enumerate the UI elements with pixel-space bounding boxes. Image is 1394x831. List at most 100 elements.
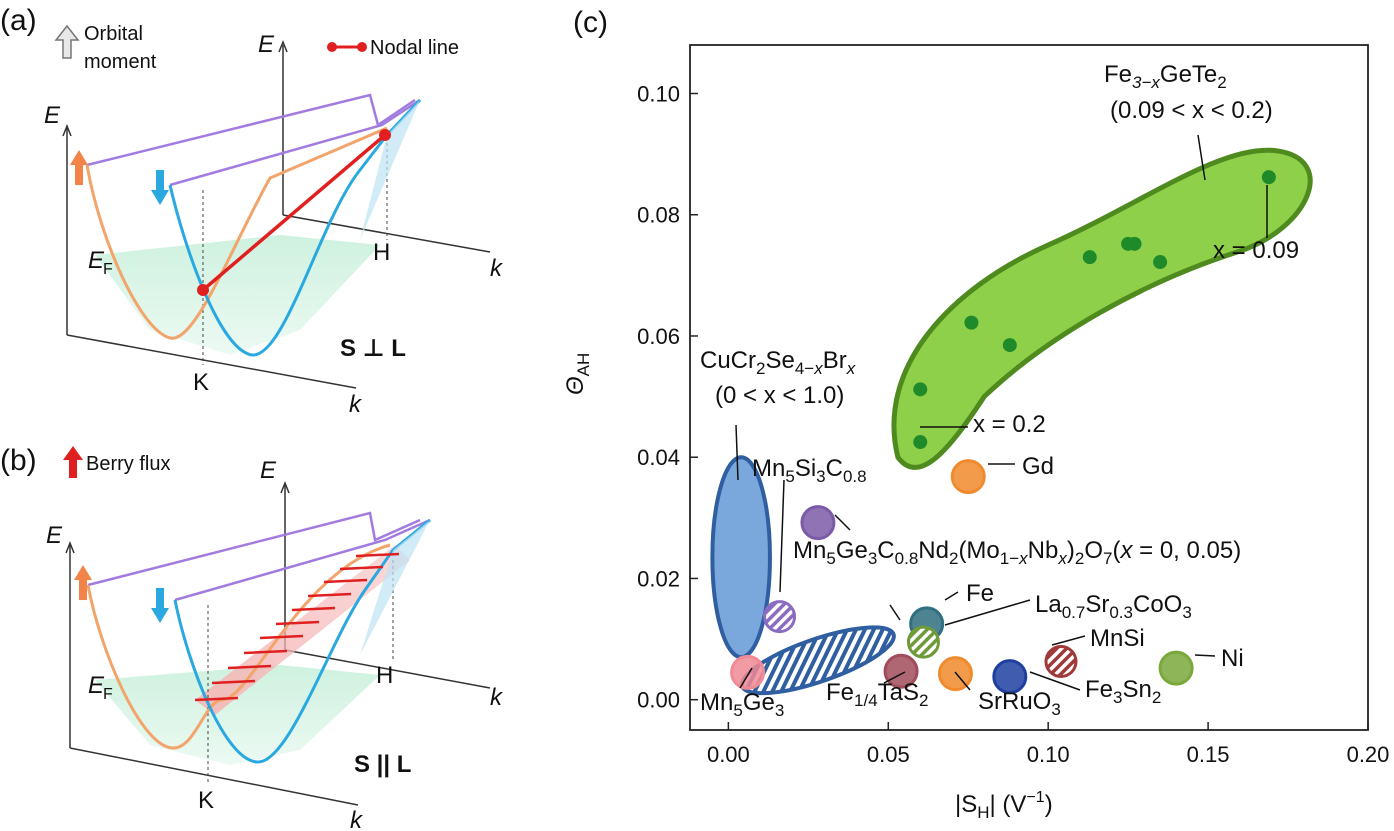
leader-line: [1194, 654, 1216, 657]
label-fegete: Fe3−xGeTe2: [1104, 61, 1227, 92]
y-tick-label: 0.08: [637, 203, 680, 228]
material-ring-Mn5Ge3: [730, 654, 766, 690]
material-Ni: [1160, 652, 1193, 685]
ef-sub-b: F: [103, 686, 113, 703]
region-fe3gete2: [891, 147, 1313, 470]
fermi-sea-b: [95, 665, 380, 765]
orange-band-a: [85, 126, 388, 340]
h-label-b: H: [376, 662, 393, 689]
material-Mn5Ge3: [731, 656, 764, 689]
y-tick-label: 0.06: [637, 324, 680, 349]
x-axis-label: |SH| (V−1): [955, 789, 1053, 822]
label-mnsi: MnSi: [1090, 625, 1145, 652]
h-label-a: H: [373, 239, 390, 266]
leader-line: [954, 671, 971, 691]
material-Fe1/4TaS2: [885, 655, 918, 688]
y-tick-label: 0.04: [637, 445, 680, 470]
axis-ticks: 0.00 0.05 0.10 0.15 0.20 0.00 0.02 0.04 0.06 0.08…: [637, 81, 1389, 767]
k-label-b: K: [198, 787, 214, 814]
berry-flux-region: [195, 545, 410, 715]
axis-k-a: k: [349, 391, 363, 418]
purple-band-b: [87, 511, 421, 587]
front-axes-a: [62, 123, 357, 389]
relation-b: S || L: [354, 751, 411, 778]
front-axes-b: [65, 540, 359, 806]
material-ring-Mn5Ge3C0.8: [800, 505, 836, 541]
y-tick-label: 0.10: [637, 81, 680, 106]
leader-line: [834, 514, 851, 531]
spin-down-arrow-icon-b: [151, 588, 169, 623]
axis-k-b-back: k: [490, 684, 504, 711]
axis-e-a-back: E: [258, 31, 275, 58]
spin-up-arrow-icon: [70, 150, 88, 185]
purple-band-b2: [174, 518, 431, 602]
nodal-point-H: [379, 129, 391, 141]
label-x009: x = 0.09: [1213, 237, 1299, 264]
nodal-line-a: [201, 133, 387, 292]
label-fe3sn2: Fe3Sn2: [1085, 676, 1161, 707]
points-layer: [730, 170, 1276, 695]
plot-frame: [689, 44, 1369, 731]
y-tick-label: 0.00: [637, 688, 680, 713]
label-x02: x = 0.2: [973, 411, 1046, 438]
panel-b: (b) Berry flux E k E k: [0, 444, 504, 831]
label-mn5ge3: Mn5Ge3: [700, 689, 784, 720]
label-fegete-range: (0.09 < x < 0.2): [1110, 97, 1273, 124]
material-Mn5Si3C0.8: [763, 600, 797, 634]
leader-line: [735, 424, 739, 481]
material-ring-Fe3Sn2: [992, 659, 1028, 695]
blue-wedge-a: [360, 100, 420, 240]
purple-band-a: [86, 93, 416, 167]
spin-down-arrow-icon: [151, 170, 169, 205]
ef-label-b: E: [88, 672, 105, 699]
panel-a: (a) Orbital moment Nodal line E k E k: [0, 4, 504, 418]
data-point-fegete: [1261, 170, 1276, 185]
nodal-point-K: [197, 284, 209, 296]
label-srruo3: SrRuO3: [978, 688, 1061, 719]
axis-e-b-back: E: [260, 457, 277, 484]
panel-c: (c) 0.00 0.05 0.10 0.15 0.20 0.00 0.02 0.04 0.06…: [562, 6, 1389, 822]
region-cucr2se4: [710, 455, 772, 660]
data-point-fegete: [913, 435, 928, 450]
data-point-fegete: [1127, 236, 1142, 251]
x-tick-label: 0.15: [1187, 742, 1230, 767]
material-Mn5Ge3C0.8: [801, 506, 834, 539]
leader-line: [739, 667, 753, 689]
nodal-line-legend-icon: [327, 42, 367, 52]
material-MnSi: [1044, 645, 1078, 678]
purple-band-a2: [169, 98, 421, 187]
blue-wedge-b: [360, 520, 430, 655]
label-mn5si3c: Mn5Si3C0.8: [752, 455, 867, 486]
label-ni: Ni: [1221, 645, 1244, 672]
label-la: La0.7Sr0.3CoO3: [1035, 591, 1192, 622]
label-mn5ge3c: Mn5Ge3C0.8Nd2(Mo1−xNbx)2O7(x = 0, 0.05): [793, 537, 1241, 568]
leader-line: [1029, 671, 1081, 691]
data-point-fegete: [1002, 338, 1017, 353]
label-cucr: CuCr2Se4−xBrx: [700, 347, 856, 378]
leader-line: [1051, 635, 1086, 646]
label-cucr-range: (0 < x < 1.0): [715, 382, 844, 409]
y-axis-label: ΘAH: [562, 353, 593, 395]
material-ring-Fe1/4TaS2: [883, 653, 919, 689]
leader-line: [944, 599, 1031, 626]
blue-band-b: [173, 518, 431, 764]
leader-lines: [735, 134, 1268, 691]
fermi-sea-a: [95, 235, 380, 355]
material-Gd: [952, 460, 985, 493]
material-ring-Ni: [1158, 650, 1194, 686]
berry-flux-arrows: [194, 552, 400, 702]
label-fe: Fe: [966, 580, 994, 607]
relation-a: S ⊥ L: [340, 335, 406, 362]
ef-label-a: E: [88, 247, 105, 274]
k-label-a: K: [193, 369, 209, 396]
material-Fe3Sn2: [993, 660, 1026, 693]
axis-k-a-back: k: [490, 255, 504, 282]
data-point-fegete: [1082, 250, 1097, 265]
leader-line: [889, 604, 901, 621]
orbital-moment-icon: [54, 24, 80, 59]
orange-band-b: [86, 543, 391, 750]
legend-orbital: Orbital: [84, 23, 143, 45]
legend-berry: Berry flux: [86, 453, 170, 475]
